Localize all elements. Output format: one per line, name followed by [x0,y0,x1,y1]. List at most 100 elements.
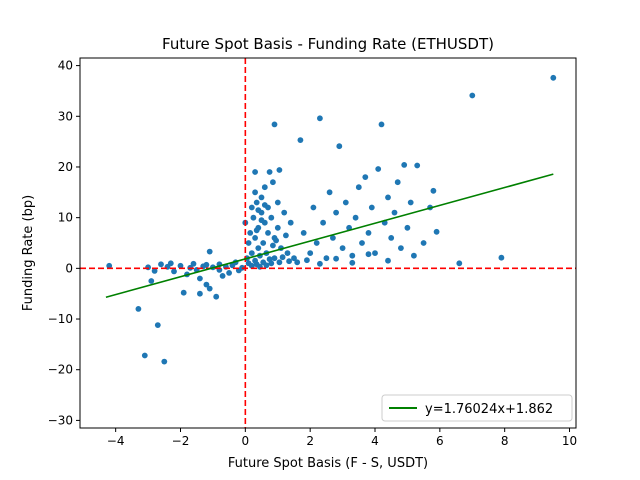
x-tick-label: 0 [242,434,250,448]
data-point [255,245,262,252]
data-point [342,199,349,206]
data-point [253,227,260,234]
data-point [266,169,273,175]
data-point [498,254,505,261]
fit-line [105,173,554,299]
data-point [261,184,268,191]
data-point [263,262,270,269]
data-point [268,214,275,221]
data-point [270,179,276,186]
data-point [206,248,213,255]
data-point [252,189,258,196]
chart-title: Future Spot Basis - Funding Rate (ETHUSD… [162,35,494,53]
data-point [372,250,378,256]
data-point [388,235,395,241]
y-axis-label: Funding Rate (bp) [21,195,36,311]
data-point [401,162,408,168]
data-point [274,199,281,206]
data-point [550,74,557,81]
data-point [385,194,391,201]
data-point [336,143,343,150]
data-point [252,235,258,241]
data-point [190,260,197,267]
data-point [258,194,265,201]
data-point [333,255,339,262]
y-tick-label: 0 [65,261,73,275]
data-point [271,121,278,128]
data-point [226,270,233,276]
data-point [276,259,283,266]
legend-box [381,394,573,422]
data-point [203,281,210,288]
plot-area [80,58,576,428]
y-tick-label: −30 [48,413,73,427]
legend-fit-label: y=1.76024x+1.862 [425,402,553,417]
data-point [151,268,158,274]
data-point [310,204,317,211]
data-point [362,174,369,181]
data-point [317,260,323,267]
data-point [284,250,291,256]
data-point [248,262,255,269]
data-point [274,224,281,231]
data-point [286,258,292,265]
data-point [266,256,273,263]
data-point [271,255,278,262]
data-point [287,219,294,226]
data-point [197,275,203,282]
x-tick-label: 10 [562,434,577,448]
x-tick-label: 4 [371,434,379,448]
data-point [355,184,362,191]
x-tick-label: 6 [436,434,444,448]
data-point [273,237,279,244]
data-point [420,240,427,246]
data-point [378,121,385,128]
data-point [317,115,323,122]
data-point [307,250,314,256]
data-point [304,257,310,264]
data-point [407,199,414,206]
data-point [213,293,220,300]
data-point [349,259,356,266]
data-point [261,202,268,208]
data-point [203,261,210,268]
x-tick-label: −4 [107,434,125,448]
data-point [247,230,254,236]
data-point [106,262,113,269]
x-axis-label: Future Spot Basis (F - S, USDT) [228,456,428,471]
data-point [145,264,152,271]
data-point [283,232,289,239]
data-point [368,204,375,211]
data-point [394,179,401,186]
data-point [414,162,421,169]
data-point [167,260,174,267]
data-point [258,217,265,224]
y-tick-label: −10 [48,312,73,326]
x-tick-label: −2 [172,434,190,448]
data-point [141,352,148,359]
data-point [135,306,142,312]
data-point [245,240,252,246]
y-tick-label: −20 [48,363,73,377]
x-tick-label: 2 [306,434,314,448]
data-point [252,169,258,175]
data-point [339,245,346,252]
data-point [349,252,356,259]
data-point [161,358,168,365]
data-point [158,261,164,268]
x-tick-label: 8 [501,434,509,448]
data-point [276,167,283,173]
data-point [333,209,339,216]
data-point [154,322,161,328]
data-point [323,255,330,262]
data-point [171,268,177,275]
data-point [248,204,255,211]
data-point [365,230,372,236]
data-point [469,92,476,99]
legend: y=1.76024x+1.862 [381,394,573,422]
data-point [206,285,213,292]
data-point [320,219,326,226]
data-point [385,257,391,264]
